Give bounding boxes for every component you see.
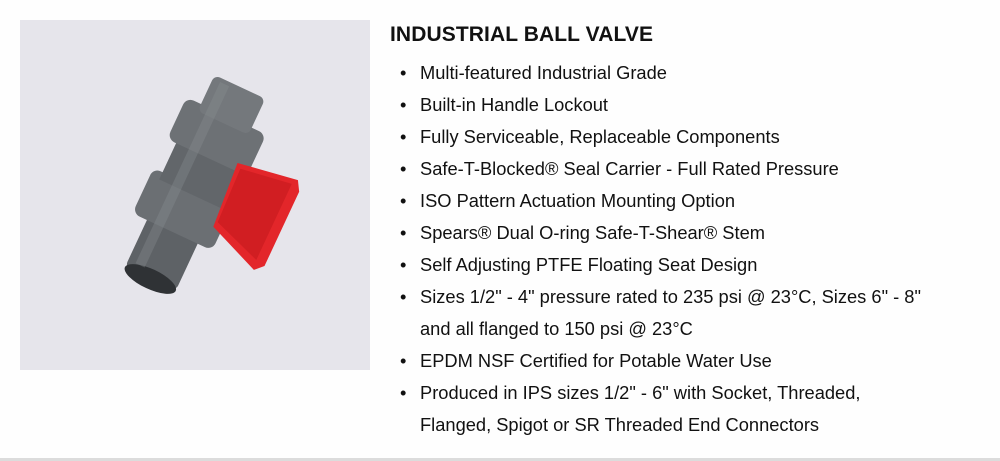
feature-text: Safe-T-Blocked® Seal Carrier - Full Rate… (420, 158, 839, 179)
bullet-icon: • (400, 190, 407, 211)
bullet-icon: • (400, 126, 407, 147)
feature-item: • Sizes 1/2" - 4" pressure rated to 235 p… (400, 281, 921, 313)
bullet-icon: • (400, 382, 407, 403)
bullet-icon: • (400, 158, 407, 179)
feature-item: • Self Adjusting PTFE Floating Seat Desig… (400, 249, 921, 281)
feature-item: • Safe-T-Blocked® Seal Carrier - Full Rat… (400, 153, 921, 185)
feature-item: • Multi-featured Industrial Grade (400, 57, 921, 89)
feature-item: • Fully Serviceable, Replaceable Componen… (400, 121, 921, 153)
feature-item-continuation: Flanged, Spigot or SR Threaded End Conne… (400, 409, 921, 441)
feature-item-continuation: and all flanged to 150 psi @ 23°C (400, 313, 921, 345)
feature-text: Built-in Handle Lockout (420, 94, 608, 115)
divider (0, 458, 1000, 461)
feature-text: Multi-featured Industrial Grade (420, 62, 667, 83)
feature-text: Fully Serviceable, Replaceable Component… (420, 126, 780, 147)
feature-text: Produced in IPS sizes 1/2" - 6" with Soc… (420, 382, 861, 403)
feature-text: and all flanged to 150 psi @ 23°C (420, 318, 693, 339)
bullet-icon: • (400, 286, 407, 307)
product-title: INDUSTRIAL BALL VALVE (390, 23, 654, 46)
feature-text: Sizes 1/2" - 4" pressure rated to 235 ps… (420, 286, 921, 307)
feature-text: ISO Pattern Actuation Mounting Option (420, 190, 736, 211)
bullet-icon: • (400, 350, 407, 371)
feature-item: • Built-in Handle Lockout (400, 89, 921, 121)
feature-text: Flanged, Spigot or SR Threaded End Conne… (420, 414, 820, 435)
bullet-icon: • (400, 222, 407, 243)
bullet-icon: • (400, 254, 407, 275)
feature-text: Spears® Dual O-ring Safe-T-Shear® Stem (420, 222, 765, 243)
feature-item: • Spears® Dual O-ring Safe-T-Shear® Stem (400, 217, 921, 249)
feature-item: • Produced in IPS sizes 1/2" - 6" with So… (400, 377, 921, 409)
feature-item: • EPDM NSF Certified for Potable Water Us… (400, 345, 921, 377)
feature-text: Self Adjusting PTFE Floating Seat Design (420, 254, 758, 275)
bullet-icon: • (400, 62, 407, 83)
feature-item: • ISO Pattern Actuation Mounting Option (400, 185, 921, 217)
feature-text: EPDM NSF Certified for Potable Water Use (420, 350, 772, 371)
bullet-icon: • (400, 94, 407, 115)
product-image (20, 20, 370, 370)
ball-valve-illustration (124, 76, 300, 294)
feature-list: • Multi-featured Industrial Grade • Built-… (400, 57, 921, 441)
